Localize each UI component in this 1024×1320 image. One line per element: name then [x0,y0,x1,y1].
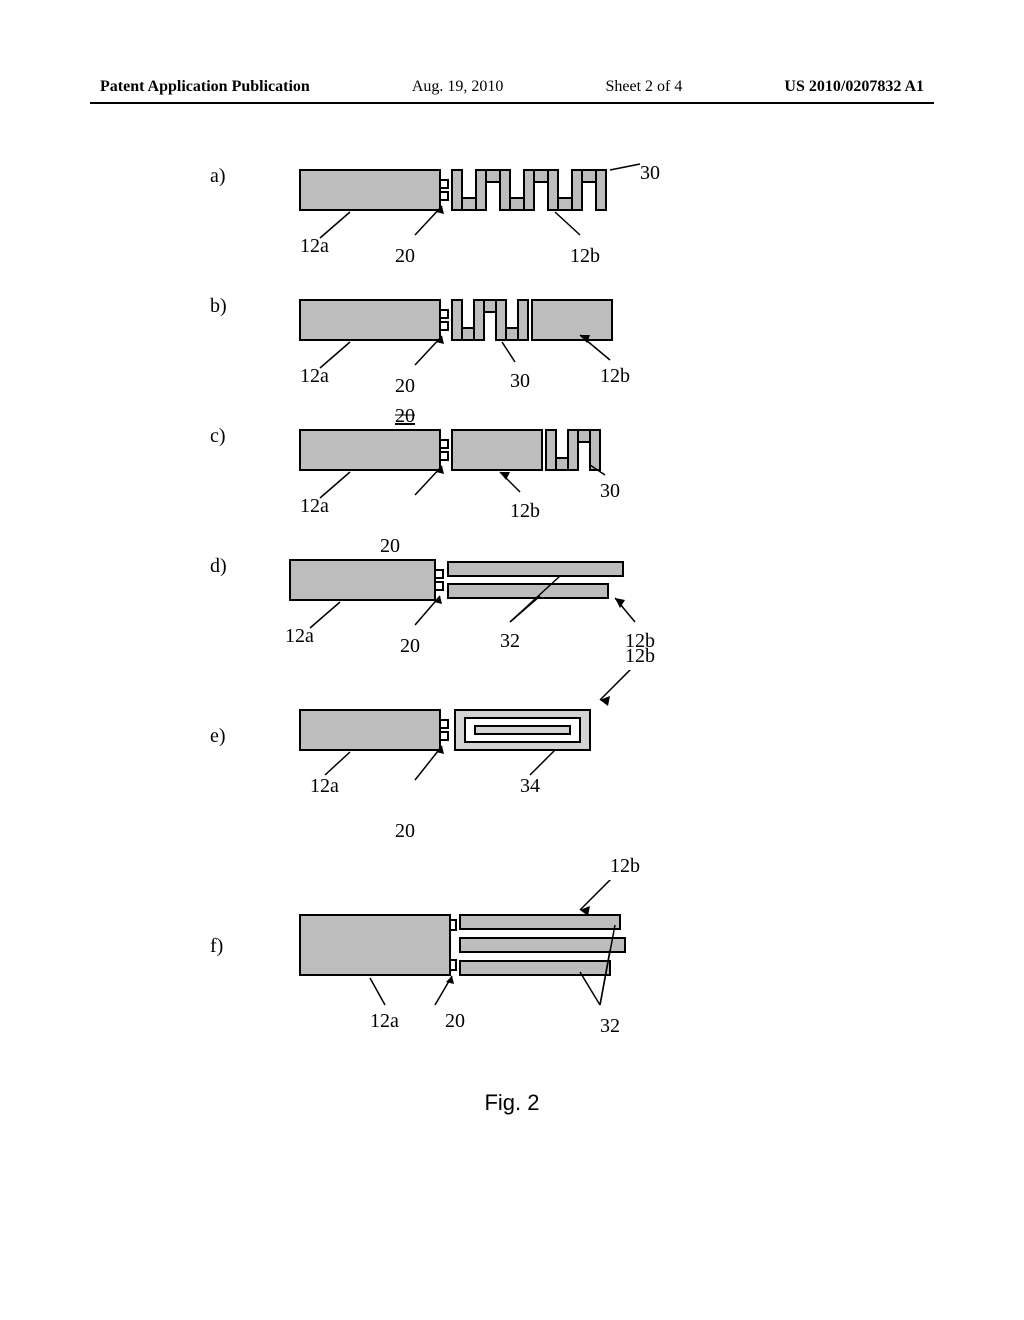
diagram-row-a: a) [0,150,1024,280]
diagram-row-e: e) 12b 12a 34 20 [0,670,1024,840]
ref-label: 12a [300,495,329,518]
ref-label: 12a [285,625,314,648]
ref-label: 30 [510,370,530,393]
ref-label: 12a [310,775,339,798]
ref-label: 12a [300,235,329,258]
antenna-diagram-c [280,410,700,530]
row-letter: c) [210,425,226,448]
figure-caption: Fig. 2 [0,1090,1024,1116]
sheet-number: Sheet 2 of 4 [605,78,682,96]
ref-label: 30 [640,162,660,185]
ref-label: 32 [500,630,520,653]
row-letter: d) [210,555,227,578]
ref-label: 20 [395,820,415,843]
ref-label: 12b [610,855,640,878]
document-id: US 2010/0207832 A1 [784,78,924,96]
antenna-diagram-e [280,670,700,840]
ref-label: 12a [300,365,329,388]
row-letter: e) [210,725,226,748]
publication-label: Patent Application Publication [100,78,310,96]
diagram-row-f: f) 12b 12a 20 32 [0,880,1024,1080]
diagram-row-d: d) 20 12a 20 32 12b [0,540,1024,670]
ref-label: 20 [445,1010,465,1033]
ref-label: 12b [570,245,600,268]
antenna-diagram-f [280,880,700,1080]
figure-2: a) [0,150,1024,1080]
ref-label: 12b [510,500,540,523]
ref-label: 34 [520,775,540,798]
ref-label: 20 [395,405,415,428]
ref-label: 12b [625,645,655,668]
ref-label: 12a [370,1010,399,1033]
row-letter: a) [210,165,226,188]
diagram-row-c: c) 20 12a 12b 30 [0,410,1024,540]
ref-label: 20 [380,535,400,558]
row-letter: f) [210,935,223,958]
ref-label: 20 [395,245,415,268]
page-header: Patent Application Publication Aug. 19, … [0,78,1024,96]
ref-label: 20 [400,635,420,658]
ref-label: 20 [395,375,415,398]
ref-label: 12b [600,365,630,388]
row-letter: b) [210,295,227,318]
ref-label: 32 [600,1015,620,1038]
publication-date: Aug. 19, 2010 [412,78,504,96]
antenna-diagram-a [280,150,700,270]
ref-label: 30 [600,480,620,503]
antenna-diagram-b [280,280,700,400]
header-rule [90,102,934,104]
diagram-row-b: b) 12a 20 30 12b [0,280,1024,410]
